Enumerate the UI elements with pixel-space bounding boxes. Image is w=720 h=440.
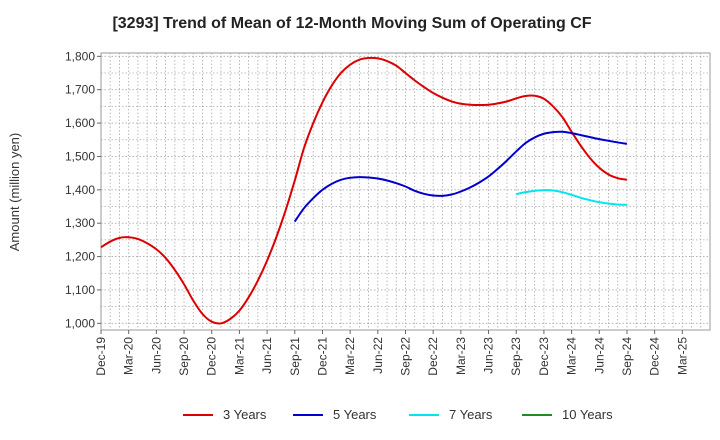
- x-tick-label: Mar-20: [122, 337, 136, 375]
- legend-label-3-years: 3 Years: [223, 407, 267, 422]
- x-tick-label: Sep-20: [177, 337, 191, 376]
- y-tick-label: 1,000: [65, 316, 95, 330]
- y-tick-label: 1,200: [65, 250, 95, 264]
- x-tick-label: Mar-21: [232, 337, 246, 375]
- x-tick-label: Jun-23: [482, 337, 496, 374]
- x-tick-label: Dec-19: [94, 337, 108, 376]
- legend-label-10-years: 10 Years: [562, 407, 613, 422]
- x-tick-label: Jun-24: [592, 337, 606, 374]
- y-tick-label: 1,600: [65, 116, 95, 130]
- x-tick-label: Dec-21: [315, 337, 329, 376]
- x-tick-label: Dec-23: [537, 337, 551, 376]
- x-tick-label: Sep-22: [399, 337, 413, 376]
- x-tick-label: Sep-23: [509, 337, 523, 376]
- series-line-7-years: [516, 189, 627, 206]
- x-tick-label: Mar-22: [343, 337, 357, 375]
- y-tick-label: 1,700: [65, 83, 95, 97]
- legend-label-5-years: 5 Years: [333, 407, 377, 422]
- series-layer: [100, 56, 628, 325]
- y-tick-label: 1,400: [65, 183, 95, 197]
- y-tick-label: 1,300: [65, 216, 95, 230]
- x-tick-label: Jun-22: [371, 337, 385, 374]
- x-tick-label: Jun-20: [149, 337, 163, 374]
- y-axis: 1,000 1,100 1,200 1,300 1,400 1,500 1,600 1,700…: [65, 49, 101, 330]
- series-line-3-years: [100, 56, 628, 325]
- x-tick-label: Dec-24: [648, 337, 662, 376]
- y-tick-label: 1,100: [65, 283, 95, 297]
- x-tick-label: Mar-24: [565, 337, 579, 375]
- y-tick-label: 1,800: [65, 49, 95, 63]
- legend: 3 Years 5 Years 7 Years 10 Years: [183, 407, 613, 422]
- x-tick-label: Mar-25: [675, 337, 689, 375]
- x-tick-label: Mar-23: [454, 337, 468, 375]
- chart-title: [3293] Trend of Mean of 12-Month Moving …: [112, 15, 591, 32]
- series-line-5-years: [293, 130, 628, 223]
- x-tick-label: Sep-24: [620, 337, 634, 376]
- x-tick-label: Jun-21: [260, 337, 274, 374]
- y-tick-label: 1,500: [65, 149, 95, 163]
- x-tick-label: Dec-20: [205, 337, 219, 376]
- legend-label-7-years: 7 Years: [449, 407, 493, 422]
- x-axis: Dec-19 Mar-20 Jun-20 Sep-20 Dec-20 Mar-21 Jun-…: [94, 330, 689, 376]
- y-axis-label: Amount (million yen): [7, 133, 22, 252]
- x-tick-label: Dec-22: [426, 337, 440, 376]
- x-tick-label: Sep-21: [288, 337, 302, 376]
